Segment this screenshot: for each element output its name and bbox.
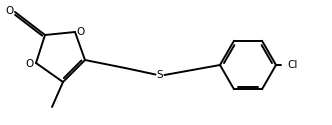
Text: Cl: Cl (287, 60, 297, 70)
Text: O: O (5, 6, 14, 16)
Text: O: O (25, 59, 34, 69)
Text: S: S (157, 70, 163, 80)
Text: O: O (76, 27, 85, 37)
